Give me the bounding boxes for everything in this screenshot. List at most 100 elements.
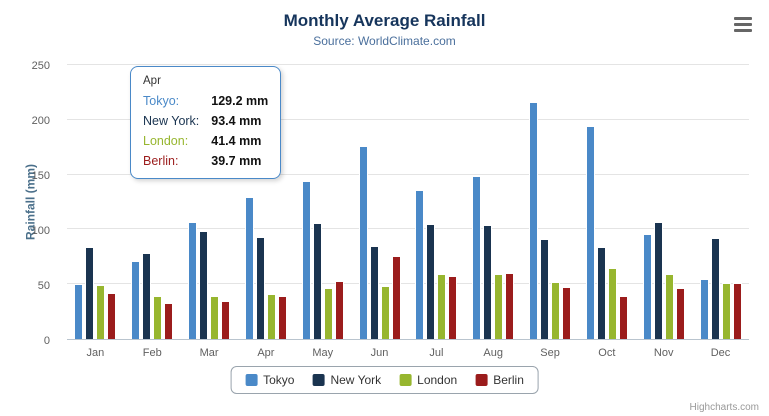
bar-tokyo-feb[interactable] [131,260,141,339]
x-axis-label-may: May [312,347,334,359]
bar-tokyo-jun[interactable] [358,146,368,339]
bar-tokyo-mar[interactable] [188,222,198,339]
bar-new-york-may[interactable] [312,222,322,339]
bar-new-york-aug[interactable] [483,224,493,339]
bar-group-mar [181,65,238,339]
bar-tokyo-jan[interactable] [74,284,84,339]
credits-link[interactable]: Highcharts.com [689,402,759,413]
bar-london-dec[interactable] [721,282,731,339]
bars-row [67,65,749,339]
tooltip-series-value: 93.4 mm [211,114,262,128]
bar-london-sep[interactable] [551,281,561,339]
tooltip-series-value: 129.2 mm [211,94,269,108]
y-axis-tick-label: 150 [31,170,50,182]
legend-item-tokyo[interactable]: Tokyo [245,373,294,387]
bar-london-apr[interactable] [266,293,276,339]
tooltip-series-value: 39.7 mm [211,154,262,168]
y-axis-tick-label: 0 [43,335,50,347]
x-axis-label-feb: Feb [142,347,162,359]
y-axis-tick-label: 250 [31,60,50,72]
hamburger-icon-line [734,22,752,26]
bar-london-jun[interactable] [380,286,390,339]
y-axis-tick-label: 100 [31,225,50,237]
gridline [67,283,749,285]
bar-group-apr [237,65,294,339]
bar-berlin-feb[interactable] [164,302,174,339]
legend-color-swatch [475,374,488,386]
bar-new-york-jan[interactable] [85,247,95,339]
bar-london-jul[interactable] [437,274,447,339]
export-menu-button[interactable] [730,13,756,35]
hamburger-icon-line [734,28,752,32]
tooltip-series-label: London: [143,134,189,148]
plot-area [67,64,749,340]
bar-group-nov [635,65,692,339]
legend-item-berlin[interactable]: Berlin [475,373,524,387]
bar-berlin-jun[interactable] [391,256,401,339]
chart-subtitle: Source: WorldClimate.com [313,34,456,48]
bar-new-york-nov[interactable] [653,222,663,339]
legend-item-london[interactable]: London [399,373,457,387]
x-axis-label-aug: Aug [483,347,503,359]
bar-new-york-dec[interactable] [710,237,720,339]
legend-label: Tokyo [263,373,295,387]
bar-london-may[interactable] [323,287,333,339]
bar-berlin-apr[interactable] [277,295,287,339]
bar-berlin-aug[interactable] [505,272,515,339]
bar-tokyo-sep[interactable] [529,101,539,339]
legend-item-new-york[interactable]: New York [312,373,381,387]
bar-tokyo-oct[interactable] [585,126,595,339]
tooltip-header: Apr [143,75,161,87]
bar-new-york-sep[interactable] [540,239,550,339]
bar-group-oct [578,65,635,339]
x-axis-label-mar: Mar [199,347,219,359]
bar-london-feb[interactable] [153,296,163,339]
bar-berlin-dec[interactable] [732,283,742,339]
legend-label: Berlin [493,373,524,387]
x-axis-label-sep: Sep [540,347,560,359]
bar-berlin-jan[interactable] [107,292,117,339]
y-axis-labels: 0 50 100 150 200 250 [0,60,58,347]
bar-london-nov[interactable] [664,274,674,339]
bar-london-jan[interactable] [96,285,106,339]
bar-new-york-jul[interactable] [426,223,436,339]
bar-london-mar[interactable] [210,295,220,339]
bar-berlin-mar[interactable] [221,301,231,339]
bar-group-feb [124,65,181,339]
bar-tokyo-aug[interactable] [472,176,482,339]
y-axis-tick-label: 200 [31,115,50,127]
bar-berlin-sep[interactable] [562,286,572,339]
bar-london-aug[interactable] [494,273,504,339]
tooltip-rows: Tokyo: 129.2 mm New York: 93.4 mm London: 41.… [143,94,268,168]
bar-new-york-jun[interactable] [369,246,379,339]
legend: Tokyo New York London Berlin [230,366,539,394]
bar-tokyo-dec[interactable] [699,279,709,339]
x-axis-label-oct: Oct [598,347,616,359]
chart-title: Monthly Average Rainfall [283,11,486,30]
gridline [67,118,749,120]
bar-tokyo-nov[interactable] [642,234,652,339]
tooltip-series-value: 41.4 mm [211,134,262,148]
legend-label: London [417,373,458,387]
bar-new-york-oct[interactable] [596,247,606,339]
x-axis-labels: Jan Feb Mar Apr May Jun Jul Aug Sep Oct Nov Dec [67,347,749,359]
bar-group-jun [351,65,408,339]
gridline [67,64,749,65]
bar-group-jan [67,65,124,339]
bar-group-may [294,65,351,339]
bar-tokyo-may[interactable] [301,181,311,339]
bar-new-york-mar[interactable] [199,231,209,339]
bar-london-oct[interactable] [607,267,617,339]
bar-berlin-nov[interactable] [675,287,685,339]
tooltip: Apr Tokyo: 129.2 mm New York: 93.4 mm London… [130,66,282,179]
bar-berlin-oct[interactable] [618,296,628,339]
legend-color-swatch [399,374,412,386]
bar-new-york-apr[interactable] [255,236,265,339]
bar-berlin-may[interactable] [334,281,344,339]
hamburger-icon-line [734,16,752,20]
bar-tokyo-apr[interactable] [244,197,254,339]
bar-tokyo-jul[interactable] [415,190,425,339]
bar-berlin-jul[interactable] [448,276,458,339]
bar-new-york-feb[interactable] [142,252,152,339]
